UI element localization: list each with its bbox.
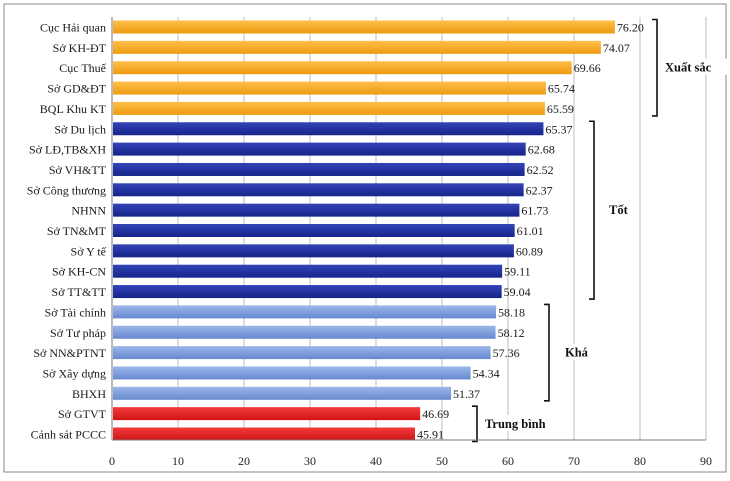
data-label: 76.20	[617, 21, 644, 35]
x-tick-label: 60	[502, 454, 514, 468]
group-label-bg	[606, 201, 635, 218]
data-label: 62.52	[527, 163, 554, 177]
bar	[113, 305, 496, 319]
x-tick-label: 10	[172, 454, 184, 468]
data-label: 46.69	[422, 407, 449, 421]
group-label-bg	[562, 343, 591, 360]
data-label: 65.59	[547, 102, 574, 116]
bar	[113, 386, 452, 400]
category-label: Sở KH-ĐT	[53, 41, 107, 55]
bar	[113, 40, 601, 54]
labels: Cục Hải quan 76.20 Sở KH-ĐT 74.07 Cục Thuế 69…	[27, 21, 644, 442]
category-label: Cảnh sát PCCC	[31, 428, 106, 442]
data-label: 61.73	[521, 204, 548, 218]
x-axis: 0 10 20 30 40 50 60 70 80 90	[109, 17, 712, 468]
group-label: Tốt	[609, 203, 629, 217]
x-tick-label: 90	[700, 454, 712, 468]
data-label: 61.01	[517, 224, 544, 238]
data-label: 45.91	[417, 428, 444, 442]
bars	[113, 20, 615, 441]
bar	[113, 224, 515, 237]
bar	[113, 162, 525, 176]
data-label: 59.04	[504, 285, 531, 299]
group-bracket	[652, 18, 658, 117]
x-tick-label: 0	[109, 454, 115, 468]
bar	[113, 61, 572, 75]
category-label: Sở Tư pháp	[50, 326, 106, 340]
x-tick-label: 30	[304, 454, 316, 468]
group-label: Trung bình	[485, 417, 546, 431]
bar	[113, 142, 526, 156]
data-label: 62.68	[528, 143, 555, 157]
category-label: NHNN	[71, 204, 106, 218]
bar	[113, 427, 416, 441]
category-label: Sở LĐ,TB&XH	[29, 143, 106, 157]
x-tick-label: 50	[436, 454, 448, 468]
bar	[113, 264, 503, 278]
bar	[113, 183, 524, 197]
bar	[113, 285, 502, 299]
bar	[113, 407, 421, 421]
category-label: BHXH	[72, 387, 106, 401]
bar	[113, 20, 615, 34]
data-label: 54.34	[473, 366, 500, 380]
category-label: Cục Hải quan	[40, 21, 106, 35]
category-label: Sở GD&ĐT	[47, 82, 106, 96]
bar	[113, 81, 546, 95]
group-label: Khá	[565, 346, 589, 360]
category-label: Sở NN&PTNT	[33, 346, 106, 360]
category-label: Sở KH-CN	[52, 265, 106, 279]
data-label: 65.37	[545, 122, 572, 136]
bar	[113, 346, 491, 360]
category-label: Sở Công thương	[27, 183, 106, 197]
bar	[113, 101, 545, 115]
data-label: 65.74	[548, 82, 575, 96]
data-label: 58.18	[498, 305, 525, 319]
category-label: Sở Tài chính	[45, 305, 106, 319]
group-bracket	[589, 120, 595, 300]
category-label: BQL Khu KT	[40, 102, 107, 116]
data-label: 51.37	[453, 387, 480, 401]
category-label: Sở GTVT	[58, 407, 107, 421]
data-label: 74.07	[603, 41, 630, 55]
data-label: 57.36	[493, 346, 520, 360]
group-bracket	[544, 303, 550, 402]
group-label-bg	[662, 58, 729, 75]
group-label-bg	[482, 414, 564, 431]
data-label: 58.12	[498, 326, 525, 340]
group-brackets: Xuất sắc Tốt Khá Trung bình	[472, 18, 729, 443]
group-label: Xuất sắc	[665, 61, 712, 75]
bar	[113, 366, 471, 380]
category-label: Cục Thuế	[59, 61, 106, 75]
group-bracket	[472, 405, 478, 443]
bar	[113, 203, 520, 217]
x-tick-label: 20	[238, 454, 250, 468]
data-label: 59.11	[504, 265, 531, 279]
x-tick-label: 80	[634, 454, 646, 468]
bar	[113, 244, 514, 258]
x-tick-label: 40	[370, 454, 382, 468]
data-label: 69.66	[574, 61, 601, 75]
category-label: Sở Du lịch	[54, 122, 106, 136]
category-label: Sở Xây dựng	[42, 366, 106, 380]
data-label: 60.89	[516, 244, 543, 258]
category-label: Sở Y tế	[71, 244, 107, 258]
category-label: Sở VH&TT	[49, 163, 107, 177]
bar	[113, 325, 496, 339]
x-tick-label: 70	[568, 454, 580, 468]
bar	[113, 122, 544, 136]
data-label: 62.37	[526, 183, 553, 197]
category-label: Sở TT&TT	[52, 285, 107, 299]
category-label: Sở TN&MT	[47, 224, 107, 238]
